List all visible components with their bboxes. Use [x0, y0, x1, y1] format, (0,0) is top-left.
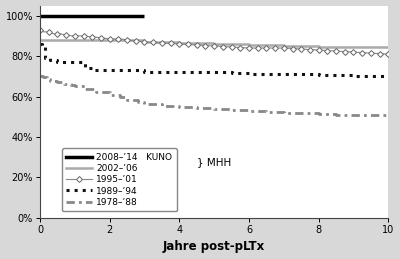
Legend: 2008–’14   KUNO, 2002–’06, 1995–’01, 1989–’94, 1978–’88: 2008–’14 KUNO, 2002–’06, 1995–’01, 1989–…: [62, 148, 177, 211]
Text: } MHH: } MHH: [197, 157, 231, 167]
X-axis label: Jahre post-pLTx: Jahre post-pLTx: [163, 240, 265, 254]
